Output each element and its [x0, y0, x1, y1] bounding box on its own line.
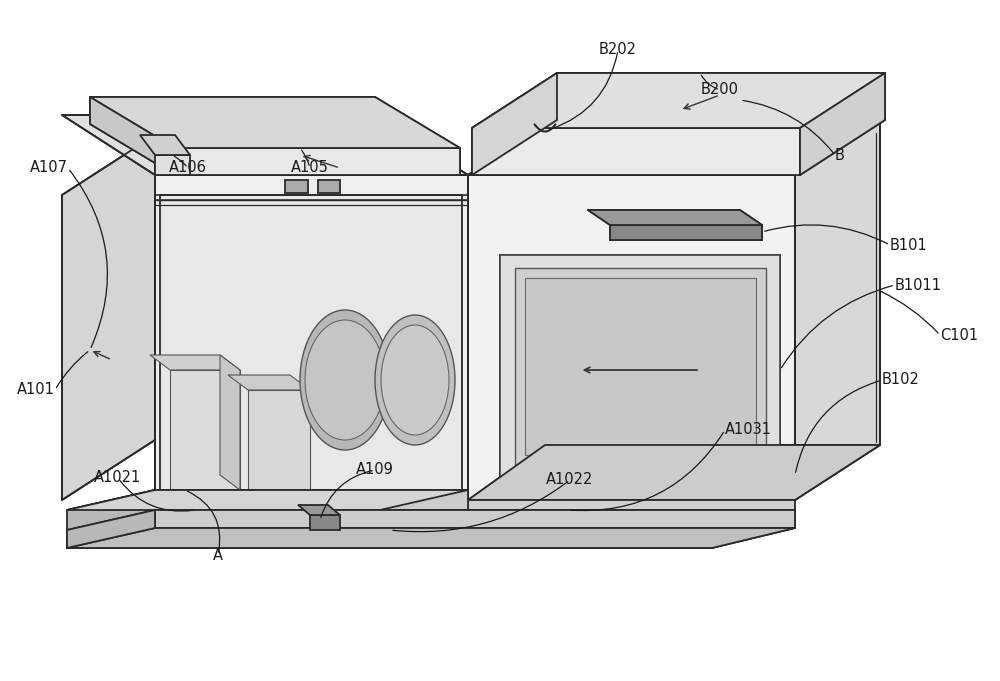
Text: B200: B200 [701, 82, 739, 97]
Polygon shape [298, 505, 340, 515]
Ellipse shape [381, 325, 449, 435]
Text: B101: B101 [890, 238, 928, 253]
Text: C101: C101 [940, 328, 978, 343]
Polygon shape [170, 370, 240, 490]
Text: B102: B102 [882, 373, 920, 387]
Polygon shape [140, 135, 190, 155]
Polygon shape [67, 528, 795, 548]
Text: A1022: A1022 [546, 473, 594, 488]
Text: A: A [213, 548, 223, 563]
Polygon shape [62, 135, 155, 500]
Polygon shape [160, 195, 462, 490]
Text: A1021: A1021 [94, 471, 142, 486]
Polygon shape [472, 73, 557, 175]
Polygon shape [155, 490, 468, 510]
Polygon shape [155, 175, 468, 500]
Polygon shape [468, 445, 880, 500]
Polygon shape [155, 510, 795, 528]
Polygon shape [525, 278, 756, 455]
Polygon shape [90, 97, 460, 148]
Polygon shape [795, 120, 880, 500]
Text: A106: A106 [169, 161, 207, 176]
Text: A109: A109 [356, 462, 394, 477]
Ellipse shape [300, 310, 390, 450]
Polygon shape [285, 180, 308, 193]
Polygon shape [155, 155, 190, 175]
Polygon shape [318, 180, 340, 193]
Polygon shape [310, 515, 340, 530]
Polygon shape [468, 120, 880, 175]
Polygon shape [62, 115, 468, 175]
Polygon shape [248, 390, 310, 490]
Text: B202: B202 [599, 42, 637, 57]
Polygon shape [175, 148, 460, 175]
Polygon shape [228, 375, 310, 390]
Polygon shape [515, 268, 766, 465]
Ellipse shape [305, 320, 385, 440]
Polygon shape [67, 490, 468, 510]
Polygon shape [150, 355, 240, 370]
Polygon shape [67, 490, 155, 530]
Polygon shape [610, 225, 762, 240]
Text: B1011: B1011 [895, 277, 942, 293]
Polygon shape [67, 510, 468, 530]
Text: A107: A107 [30, 161, 68, 176]
Text: B: B [835, 148, 845, 163]
Polygon shape [90, 97, 175, 175]
Text: A105: A105 [291, 161, 329, 176]
Polygon shape [468, 500, 795, 510]
Polygon shape [800, 73, 885, 175]
Polygon shape [220, 355, 240, 490]
Polygon shape [472, 128, 800, 175]
Polygon shape [472, 73, 885, 128]
Polygon shape [468, 175, 795, 500]
Polygon shape [588, 210, 762, 225]
Ellipse shape [375, 315, 455, 445]
Polygon shape [500, 255, 780, 480]
Polygon shape [67, 510, 155, 548]
Text: A1031: A1031 [725, 422, 772, 437]
Text: A101: A101 [17, 383, 55, 398]
